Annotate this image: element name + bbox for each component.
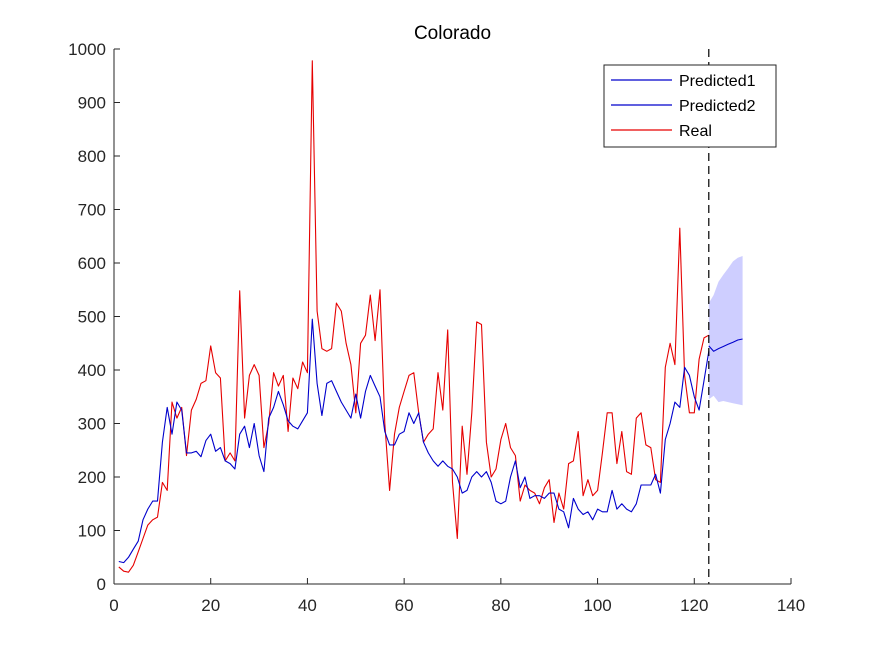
y-tick-label: 400 <box>78 361 106 380</box>
y-tick-label: 800 <box>78 147 106 166</box>
y-tick-label: 600 <box>78 254 106 273</box>
y-tick-label: 200 <box>78 468 106 487</box>
x-tick-label: 0 <box>109 596 118 615</box>
x-tick-label: 80 <box>491 596 510 615</box>
x-tick-label: 100 <box>583 596 611 615</box>
legend-label-predicted1: Predicted1 <box>679 73 756 90</box>
x-tick-label: 40 <box>298 596 317 615</box>
series-predicted1-line <box>118 318 710 564</box>
chart-title: Colorado <box>414 23 491 44</box>
x-tick-label: 60 <box>395 596 414 615</box>
x-tick-label: 140 <box>777 596 805 615</box>
plot-area <box>118 49 743 584</box>
y-ticks: 0 100 200 300 400 500 600 700 800 900 1000 <box>68 40 120 594</box>
axes: 0 20 40 60 80 100 120 140 0 100 200 300 400 500 600 70… <box>68 40 805 615</box>
y-tick-label: 1000 <box>68 40 106 59</box>
x-tick-label: 120 <box>680 596 708 615</box>
legend-label-predicted2: Predicted2 <box>679 98 756 115</box>
y-tick-label: 900 <box>78 94 106 113</box>
prediction-band <box>708 256 743 406</box>
legend: Predicted1 Predicted2 Real <box>603 64 777 148</box>
legend-label-real: Real <box>679 123 712 140</box>
y-tick-label: 0 <box>97 575 106 594</box>
y-tick-label: 300 <box>78 415 106 434</box>
series-real-line <box>118 60 710 573</box>
y-tick-label: 100 <box>78 522 106 541</box>
y-tick-label: 500 <box>78 308 106 327</box>
series-layer <box>118 60 743 573</box>
x-tick-label: 20 <box>201 596 220 615</box>
y-tick-label: 700 <box>78 201 106 220</box>
legend-box <box>603 64 777 148</box>
x-ticks: 0 20 40 60 80 100 120 140 <box>109 578 805 615</box>
series-predicted2-line <box>708 338 743 352</box>
